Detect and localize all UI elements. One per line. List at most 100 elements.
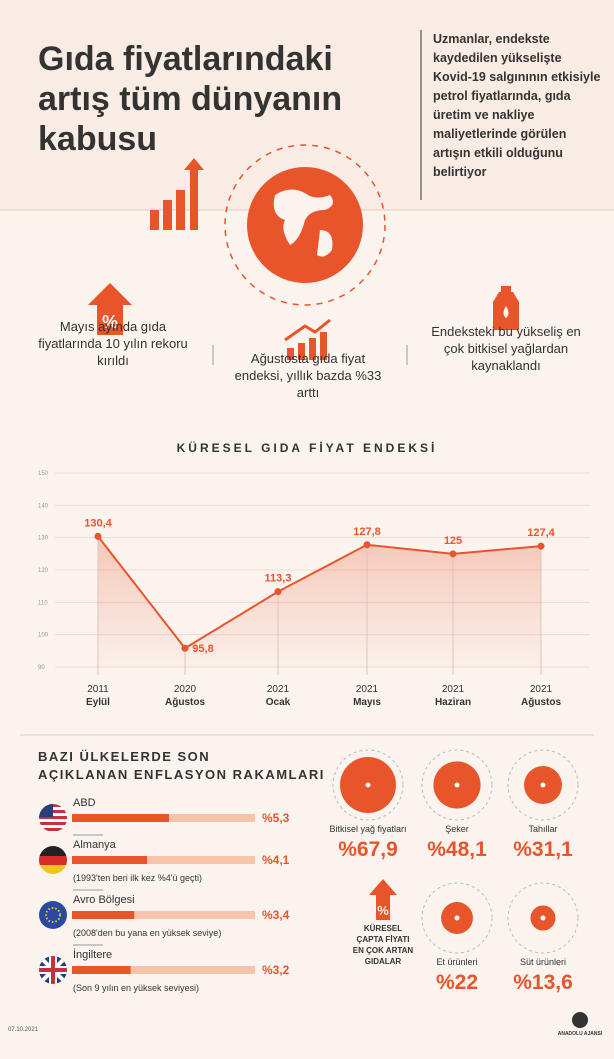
country: Avro Bölgesi bbox=[73, 894, 135, 906]
x-tick-label: 2020 bbox=[174, 684, 197, 695]
bubble-title: KÜRESEL bbox=[364, 924, 402, 933]
y-tick-label: 100 bbox=[38, 633, 49, 639]
flag-uk bbox=[39, 956, 67, 984]
section-title: AÇIKLANAN ENFLASYON RAKAMLARI bbox=[38, 767, 325, 782]
bar-track bbox=[72, 966, 255, 974]
globe bbox=[224, 144, 386, 306]
value-label: %13,6 bbox=[513, 971, 573, 994]
date: 07.10.2021 bbox=[8, 1027, 39, 1033]
value-label: 127,8 bbox=[353, 526, 381, 538]
percent-icon: % bbox=[369, 879, 397, 920]
title: artış tüm dünyanın bbox=[38, 80, 342, 118]
x-tick-label: 2011 bbox=[87, 684, 109, 695]
logo: ANADOLU AJANSI bbox=[558, 1031, 603, 1037]
title: Gıda fiyatlarındaki bbox=[38, 40, 333, 78]
x-tick-label: Mayıs bbox=[353, 697, 381, 708]
country: İngiltere bbox=[73, 948, 112, 961]
x-tick-label: 2021 bbox=[356, 684, 379, 695]
value-label: 95,8 bbox=[192, 643, 213, 655]
bar-track bbox=[72, 856, 255, 864]
note: (1993'ten beri ilk kez %4'ü geçti) bbox=[73, 873, 202, 883]
y-tick-label: 140 bbox=[38, 503, 49, 509]
value-label: %4,1 bbox=[262, 853, 290, 867]
title: kabusu bbox=[38, 120, 157, 158]
bubble-label: Süt ürünleri bbox=[520, 957, 566, 967]
x-tick-label: 2021 bbox=[267, 684, 290, 695]
fact: Mayıs ayında gıda fiyatlarında 10 yılın … bbox=[38, 319, 188, 368]
bars-icon bbox=[150, 158, 204, 230]
trend-icon bbox=[284, 318, 331, 360]
section-title: BAZI ÜLKELERDE SON bbox=[38, 749, 210, 764]
point bbox=[181, 644, 189, 652]
flag-germany bbox=[39, 846, 67, 874]
value-label: 113,3 bbox=[265, 573, 292, 585]
bubble-title: ÇAPTA FİYATI bbox=[357, 935, 410, 944]
value-label: %3,4 bbox=[262, 908, 290, 922]
country: Almanya bbox=[73, 839, 117, 851]
bubble-label: Şeker bbox=[445, 824, 469, 834]
y-tick-label: 130 bbox=[38, 536, 49, 542]
bubble-dot bbox=[365, 782, 371, 788]
note: (Son 9 yılın en yüksek seviyesi) bbox=[73, 983, 199, 993]
bubble-ring bbox=[507, 882, 579, 954]
bubble-dot bbox=[540, 782, 546, 788]
x-tick-label: Ağustos bbox=[165, 697, 205, 708]
summary: Uzmanlar, endekste kaydedilen yükselişte… bbox=[433, 32, 601, 179]
bubble-ring bbox=[421, 749, 493, 821]
fact: Endeksteki bu yükseliş en çok bitkisel y… bbox=[431, 324, 581, 373]
bar bbox=[72, 966, 131, 974]
x-tick-label: 2021 bbox=[530, 684, 553, 695]
x-tick-label: Ağustos bbox=[521, 697, 561, 708]
svg-text:%: % bbox=[377, 903, 389, 918]
y-tick-label: 110 bbox=[38, 600, 48, 606]
value-label: 130,4 bbox=[84, 517, 112, 529]
x-tick-label: Haziran bbox=[435, 697, 471, 708]
bubble-title: EN ÇOK ARTAN bbox=[353, 946, 414, 955]
bubble-dot bbox=[540, 915, 546, 921]
percent-icon: % bbox=[88, 283, 132, 335]
value-label: 125 bbox=[444, 535, 462, 547]
point bbox=[274, 588, 282, 596]
svg-text:%: % bbox=[102, 312, 118, 332]
bottle-icon bbox=[493, 286, 519, 330]
value-label: %3,2 bbox=[262, 963, 290, 977]
value-label: %22 bbox=[436, 971, 478, 994]
x-tick-label: 2021 bbox=[442, 684, 465, 695]
chart-title: KÜRESEL GIDA FİYAT ENDEKSİ bbox=[177, 440, 438, 455]
point bbox=[449, 550, 457, 558]
bubble-ring bbox=[332, 749, 404, 821]
bubble-label: Bitkisel yağ fiyatları bbox=[329, 824, 406, 834]
value-label: 127,4 bbox=[527, 527, 555, 539]
point bbox=[537, 542, 545, 550]
bar-track bbox=[72, 911, 255, 919]
y-tick-label: 120 bbox=[38, 568, 49, 574]
flag-eu bbox=[39, 901, 67, 929]
bar bbox=[72, 856, 148, 864]
logo-mark bbox=[572, 1012, 588, 1028]
bubble-dot bbox=[454, 915, 460, 921]
x-tick-label: Ocak bbox=[266, 697, 291, 708]
bubble-dot bbox=[454, 782, 460, 788]
flag-usa bbox=[39, 804, 67, 832]
country: ABD bbox=[73, 797, 96, 809]
bubble-title: GIDALAR bbox=[365, 957, 402, 966]
point bbox=[94, 532, 102, 540]
x-tick-label: Eylül bbox=[86, 697, 110, 708]
fact: Ağustosta gıda fiyat endeksi, yıllık baz… bbox=[234, 351, 382, 400]
bar bbox=[72, 911, 135, 919]
y-tick-label: 150 bbox=[38, 471, 49, 477]
y-tick-label: 90 bbox=[38, 665, 45, 671]
bubble-ring bbox=[421, 882, 493, 954]
value-label: %48,1 bbox=[427, 838, 487, 861]
bubble-label: Et ürünleri bbox=[436, 957, 477, 967]
line bbox=[97, 535, 542, 650]
note: (2008'den bu yana en yüksek seviye) bbox=[73, 928, 221, 938]
value-label: %67,9 bbox=[338, 838, 398, 861]
area bbox=[98, 536, 541, 667]
bubble-label: Tahıllar bbox=[528, 824, 557, 834]
point bbox=[363, 541, 371, 549]
value-label: %31,1 bbox=[513, 838, 573, 861]
value-label: %5,3 bbox=[262, 811, 290, 825]
